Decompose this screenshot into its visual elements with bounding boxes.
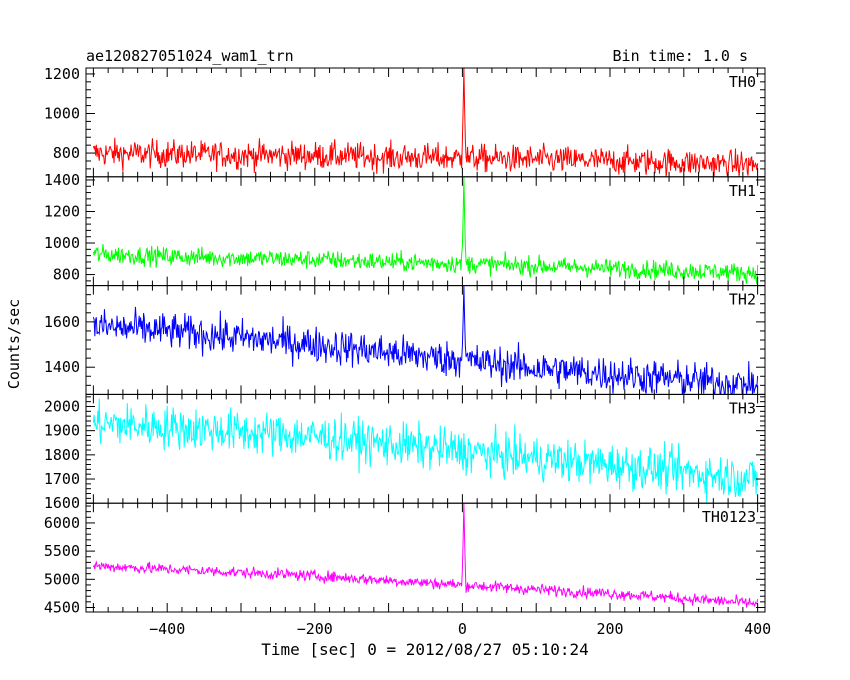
y-tick-label: 2000 bbox=[44, 397, 80, 415]
y-tick-label: 5500 bbox=[44, 542, 80, 560]
bin-time-label: Bin time: 1.0 s bbox=[613, 47, 748, 65]
x-tick-label: 400 bbox=[744, 620, 771, 638]
y-tick-label: 1900 bbox=[44, 422, 80, 440]
series-line-th2 bbox=[92, 285, 759, 395]
y-tick-label: 4500 bbox=[44, 598, 80, 616]
x-tick-label: 200 bbox=[596, 620, 623, 638]
y-tick-label: 1000 bbox=[44, 234, 80, 252]
y-tick-label: 5000 bbox=[44, 570, 80, 588]
panel-label-th0123: TH0123 bbox=[702, 508, 756, 526]
chart-title: ae120827051024_wam1_trn bbox=[86, 47, 294, 65]
y-tick-label: 1200 bbox=[44, 202, 80, 220]
x-axis-label: Time [sec] 0 = 2012/08/27 05:10:24 bbox=[261, 640, 589, 659]
series-line-th3 bbox=[92, 398, 759, 503]
panels-group: 800 1000 1200 TH0 800 1000 1200 1400 TH1 1400 1600… bbox=[44, 65, 771, 638]
y-tick-label: 1000 bbox=[44, 104, 80, 122]
y-tick-label: 1400 bbox=[44, 358, 80, 376]
panel-label-th0: TH0 bbox=[729, 73, 756, 91]
panel-label-th3: TH3 bbox=[729, 399, 756, 417]
x-tick-label: −200 bbox=[297, 620, 333, 638]
panel-th3: 1600 1700 1800 1900 2000 TH3 bbox=[44, 393, 766, 512]
y-tick-label: 800 bbox=[53, 144, 80, 162]
series-line-th1 bbox=[92, 176, 759, 285]
y-tick-label: 1200 bbox=[44, 65, 80, 83]
panel-frame bbox=[85, 393, 766, 504]
panel-label-th1: TH1 bbox=[729, 182, 756, 200]
x-tick-label: 0 bbox=[458, 620, 467, 638]
y-tick-label: 1800 bbox=[44, 446, 80, 464]
y-tick-label: 6000 bbox=[44, 514, 80, 532]
panel-th1: 800 1000 1200 1400 TH1 bbox=[44, 171, 766, 287]
panel-th0123: 4500 5000 5500 6000 TH0123 bbox=[44, 502, 766, 616]
panel-th0: 800 1000 1200 TH0 bbox=[44, 65, 766, 178]
panel-frame bbox=[85, 502, 766, 613]
y-tick-label: 800 bbox=[53, 266, 80, 284]
y-tick-label: 1600 bbox=[44, 494, 80, 512]
x-tick-label: −400 bbox=[149, 620, 185, 638]
series-line-th0123 bbox=[92, 503, 759, 608]
panel-frame bbox=[85, 285, 766, 395]
y-axis-label: Counts/sec bbox=[5, 299, 23, 389]
series-line-th0 bbox=[92, 67, 759, 177]
y-tick-label: 1600 bbox=[44, 313, 80, 331]
panel-label-th2: TH2 bbox=[729, 291, 756, 309]
panel-th2: 1400 1600 TH2 bbox=[44, 285, 766, 395]
y-tick-label: 1400 bbox=[44, 171, 80, 189]
y-tick-label: 1700 bbox=[44, 470, 80, 488]
